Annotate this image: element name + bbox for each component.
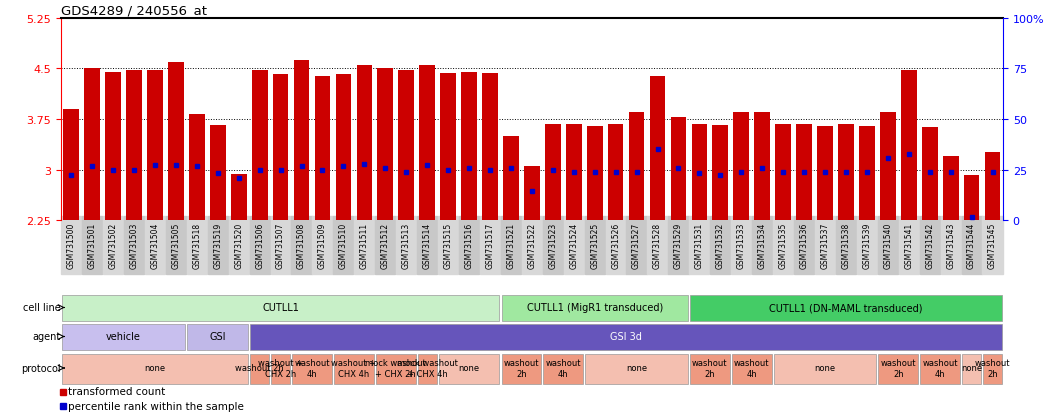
Bar (483, 74, 498, 221)
Text: washout
4h: washout 4h (545, 358, 581, 378)
Bar (962, 354, 981, 384)
Text: washout
4h: washout 4h (922, 358, 958, 378)
Bar (62, 325, 185, 350)
Bar (921, 128, 938, 221)
Text: none: none (961, 363, 982, 373)
Bar (628, 113, 645, 221)
Text: vehicle: vehicle (106, 332, 141, 342)
Bar (964, 175, 980, 221)
Bar (774, 354, 876, 384)
Text: washout +
CHX 2h: washout + CHX 2h (259, 358, 303, 378)
Bar (462, 73, 477, 221)
Text: cell line: cell line (23, 303, 61, 313)
Bar (585, 354, 688, 384)
Text: CUTLL1 (MigR1 transduced): CUTLL1 (MigR1 transduced) (527, 303, 663, 313)
Bar (127, 71, 142, 221)
Bar (315, 77, 331, 221)
Text: mock washout
+ CHX 2h: mock washout + CHX 2h (365, 358, 426, 378)
Bar (62, 296, 499, 321)
Bar (168, 62, 184, 221)
Text: GSI: GSI (209, 332, 226, 342)
Text: GDS4289 / 240556_at: GDS4289 / 240556_at (61, 5, 206, 17)
Bar (775, 125, 792, 221)
Bar (335, 75, 352, 221)
Bar (419, 66, 436, 221)
Bar (252, 71, 268, 221)
Bar (210, 126, 226, 221)
Bar (376, 354, 416, 384)
Bar (190, 115, 205, 221)
Text: GSI 3d: GSI 3d (610, 332, 642, 342)
Bar (586, 127, 603, 221)
Bar (690, 296, 1002, 321)
Bar (649, 77, 666, 221)
Bar (797, 125, 812, 221)
Text: mock washout
+ CHX 4h: mock washout + CHX 4h (397, 358, 458, 378)
Bar (292, 354, 332, 384)
Bar (272, 75, 289, 221)
Text: CUTLL1 (DN-MAML transduced): CUTLL1 (DN-MAML transduced) (770, 303, 922, 313)
Bar (271, 354, 290, 384)
Bar (878, 354, 918, 384)
Bar (105, 73, 121, 221)
Bar (943, 157, 959, 221)
Bar (250, 354, 269, 384)
Bar (732, 354, 772, 384)
Bar (920, 354, 960, 384)
Bar (398, 71, 415, 221)
Bar (607, 125, 624, 221)
Bar (250, 325, 1002, 350)
Bar (754, 113, 771, 221)
Text: washout
4h: washout 4h (734, 358, 770, 378)
Bar (293, 61, 310, 221)
Bar (378, 69, 394, 221)
Bar (692, 125, 708, 221)
Text: agent: agent (32, 332, 61, 342)
Text: washout
2h: washout 2h (692, 358, 728, 378)
Bar (440, 74, 456, 221)
Text: none: none (144, 363, 165, 373)
Bar (838, 125, 854, 221)
Bar (504, 137, 519, 221)
Bar (502, 296, 688, 321)
Bar (900, 71, 917, 221)
Bar (818, 126, 833, 221)
Bar (62, 354, 248, 384)
Bar (543, 354, 583, 384)
Bar (418, 354, 437, 384)
Bar (545, 125, 561, 221)
Text: percentile rank within the sample: percentile rank within the sample (68, 401, 244, 411)
Bar (439, 354, 499, 384)
Bar (671, 118, 687, 221)
Text: washout 2h: washout 2h (236, 363, 284, 373)
Text: transformed count: transformed count (68, 387, 165, 396)
Bar (734, 113, 750, 221)
Bar (147, 71, 163, 221)
Text: CUTLL1: CUTLL1 (262, 303, 299, 313)
Bar (64, 110, 80, 221)
Bar (983, 354, 1002, 384)
Bar (85, 69, 101, 221)
Bar (334, 354, 374, 384)
Bar (524, 167, 540, 221)
Bar (879, 113, 896, 221)
Text: washout
2h: washout 2h (504, 358, 539, 378)
Text: none: none (815, 363, 836, 373)
Text: washout
4h: washout 4h (294, 358, 330, 378)
Bar (859, 126, 875, 221)
Bar (356, 66, 373, 221)
Text: washout
2h: washout 2h (975, 358, 1010, 378)
Text: none: none (626, 363, 647, 373)
Text: washout +
CHX 4h: washout + CHX 4h (332, 358, 376, 378)
Text: none: none (459, 363, 480, 373)
Text: washout
2h: washout 2h (881, 358, 916, 378)
Bar (231, 174, 247, 221)
Bar (565, 124, 582, 221)
Bar (712, 126, 729, 221)
Bar (502, 354, 541, 384)
Text: protocol: protocol (21, 363, 61, 373)
Bar (187, 325, 248, 350)
Bar (690, 354, 730, 384)
Bar (984, 152, 1001, 221)
